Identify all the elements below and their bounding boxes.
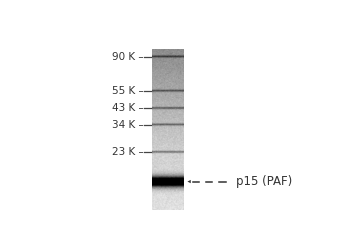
Text: p15 (PAF): p15 (PAF) — [236, 175, 292, 188]
Text: 90 K –: 90 K – — [112, 52, 143, 62]
Text: 34 K –: 34 K – — [112, 120, 143, 130]
Text: 43 K –: 43 K – — [112, 103, 143, 113]
Text: 55 K –: 55 K – — [112, 86, 143, 96]
Text: 23 K –: 23 K – — [112, 147, 143, 157]
